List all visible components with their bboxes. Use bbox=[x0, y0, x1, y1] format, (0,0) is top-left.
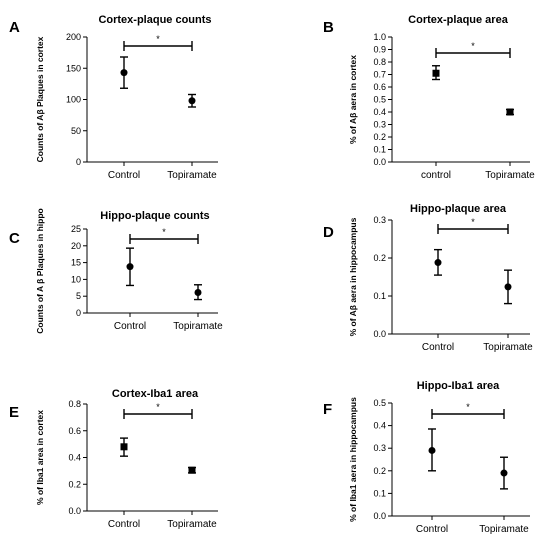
data-point bbox=[188, 466, 196, 474]
y-tick-label: 100 bbox=[66, 95, 81, 105]
data-point bbox=[506, 108, 514, 116]
data-point bbox=[500, 469, 508, 477]
panel-letter: D bbox=[323, 224, 334, 241]
x-category-label: Topiramate bbox=[173, 321, 223, 332]
panel-f: F Hippo-Iba1 area 0.0 0.1 0.2 0.3 0.4 0.5 % of I… bbox=[323, 380, 530, 535]
y-axis-label: % of Aβ aera in hippocampus bbox=[348, 217, 358, 336]
y-tick-label: 0.4 bbox=[68, 453, 81, 463]
x-category-label: Topiramate bbox=[485, 170, 535, 181]
data-point bbox=[120, 69, 128, 77]
panel-title: Hippo-plaque counts bbox=[100, 210, 209, 222]
y-tick-label: 0.0 bbox=[373, 329, 386, 339]
data-point bbox=[194, 289, 202, 297]
data-point bbox=[126, 263, 134, 271]
x-category-label: control bbox=[421, 170, 451, 181]
x-category-label: Control bbox=[416, 524, 448, 535]
y-tick-label: 0 bbox=[76, 308, 81, 318]
y-tick-label: 0.2 bbox=[373, 253, 386, 263]
y-tick-label: 0.0 bbox=[373, 511, 386, 521]
y-tick-label: 0.8 bbox=[373, 57, 386, 67]
y-tick-label: 5 bbox=[76, 291, 81, 301]
y-tick-label: 0.3 bbox=[373, 120, 386, 130]
data-point bbox=[428, 446, 436, 454]
data-point bbox=[432, 69, 440, 77]
data-point bbox=[504, 283, 512, 291]
y-tick-label: 0.9 bbox=[373, 45, 386, 55]
y-tick-label: 0.5 bbox=[373, 398, 386, 408]
panel-title: Hippo-plaque area bbox=[410, 203, 507, 215]
x-category-label: Topiramate bbox=[167, 519, 217, 530]
y-tick-label: 0.6 bbox=[373, 82, 386, 92]
panel-a: A Cortex-plaque counts 0 50 100 150 200 Counts … bbox=[9, 14, 218, 181]
panel-d: D Hippo-plaque area 0.0 0.1 0.2 0.3 % of Aβ ae… bbox=[323, 203, 533, 353]
data-point bbox=[188, 97, 196, 105]
panel-title: Cortex-plaque area bbox=[408, 14, 509, 26]
x-category-label: Topiramate bbox=[167, 170, 217, 181]
y-tick-label: 0.5 bbox=[373, 95, 386, 105]
y-axis-label: % of Iba1 area in cortex bbox=[35, 410, 45, 505]
y-tick-label: 15 bbox=[71, 258, 81, 268]
x-category-label: Control bbox=[108, 170, 140, 181]
y-tick-label: 0.1 bbox=[373, 488, 386, 498]
y-tick-label: 20 bbox=[71, 241, 81, 251]
panel-title: Cortex-Iba1 area bbox=[112, 388, 199, 400]
y-tick-label: 0.6 bbox=[68, 426, 81, 436]
y-axis-label: % of Iba1 aera in hippocampus bbox=[348, 397, 358, 522]
y-tick-label: 150 bbox=[66, 63, 81, 73]
significance-star: * bbox=[162, 227, 166, 237]
y-axis-label: % of Aβ aera in cortex bbox=[348, 55, 358, 144]
significance-star: * bbox=[471, 217, 475, 227]
panel-letter: F bbox=[323, 401, 332, 418]
y-tick-label: 0.3 bbox=[373, 443, 386, 453]
panel-letter: C bbox=[9, 230, 20, 247]
significance-star: * bbox=[466, 402, 470, 412]
y-tick-label: 0.4 bbox=[373, 421, 386, 431]
y-tick-label: 200 bbox=[66, 32, 81, 42]
x-category-label: Control bbox=[108, 519, 140, 530]
panel-letter: A bbox=[9, 19, 20, 36]
y-tick-label: 50 bbox=[71, 126, 81, 136]
y-tick-label: 0.0 bbox=[68, 506, 81, 516]
panel-letter: E bbox=[9, 404, 19, 421]
panel-e: E Cortex-Iba1 area 0.0 0.2 0.4 0.6 0.8 % of Iba… bbox=[9, 388, 218, 530]
y-tick-label: 0.1 bbox=[373, 291, 386, 301]
y-tick-label: 0.2 bbox=[68, 479, 81, 489]
panel-letter: B bbox=[323, 19, 334, 36]
x-category-label: Control bbox=[422, 342, 454, 353]
y-tick-label: 0.7 bbox=[373, 70, 386, 80]
y-axis-label: Counts of Aβ Plaques in cortex bbox=[35, 36, 45, 162]
y-tick-label: 0.4 bbox=[373, 107, 386, 117]
y-tick-label: 0.8 bbox=[68, 399, 81, 409]
y-tick-label: 1.0 bbox=[373, 32, 386, 42]
panel-b: B Cortex-plaque area 0.0 0.1 0.2 0.3 0.4 0.5 0.6… bbox=[323, 14, 535, 181]
significance-star: * bbox=[156, 34, 160, 44]
y-tick-label: 10 bbox=[71, 274, 81, 284]
y-tick-label: 0 bbox=[76, 157, 81, 167]
data-point bbox=[434, 259, 442, 267]
y-tick-label: 0.1 bbox=[373, 145, 386, 155]
panel-title: Hippo-Iba1 area bbox=[417, 380, 500, 392]
y-tick-label: 0.2 bbox=[373, 132, 386, 142]
y-axis-label: Counts of A β Plaques in hippo bbox=[35, 208, 45, 333]
y-tick-label: 0.0 bbox=[373, 157, 386, 167]
x-category-label: Topiramate bbox=[479, 524, 529, 535]
x-category-label: Control bbox=[114, 321, 146, 332]
panel-c: C Hippo-plaque counts 0 5 10 15 20 25 Counts of … bbox=[9, 208, 223, 333]
y-tick-label: 0.3 bbox=[373, 215, 386, 225]
y-tick-label: 25 bbox=[71, 224, 81, 234]
data-point bbox=[120, 443, 128, 451]
x-category-label: Topiramate bbox=[483, 342, 533, 353]
significance-star: * bbox=[471, 41, 475, 51]
panel-title: Cortex-plaque counts bbox=[98, 14, 211, 26]
significance-star: * bbox=[156, 402, 160, 412]
y-tick-label: 0.2 bbox=[373, 466, 386, 476]
